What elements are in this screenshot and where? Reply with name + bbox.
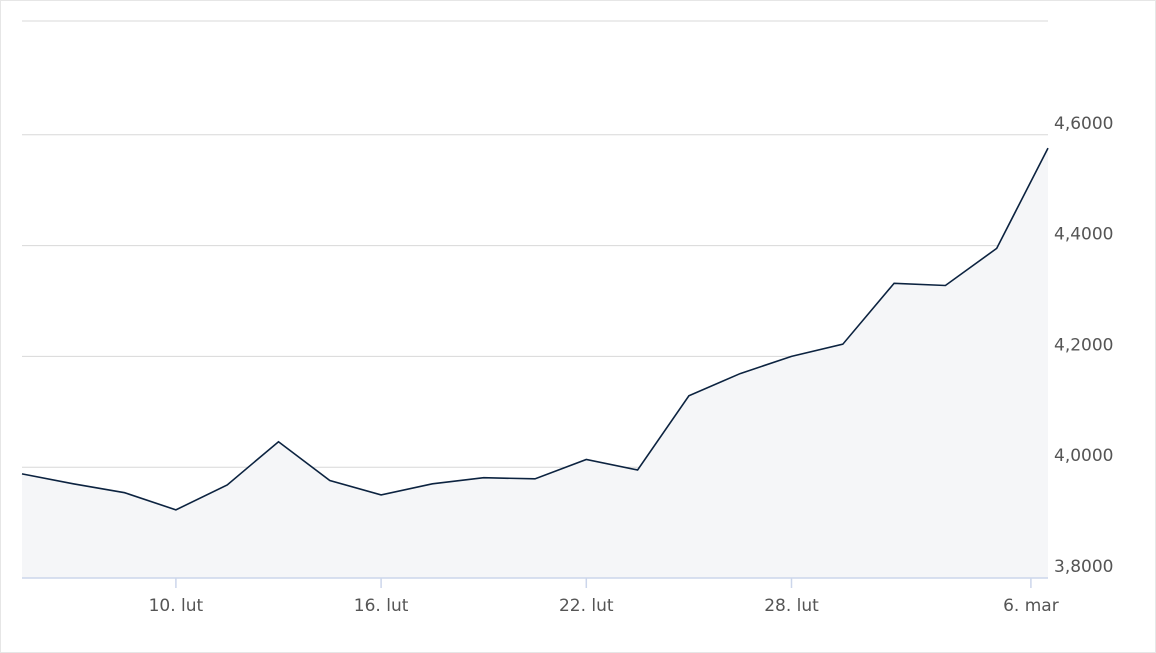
line — [21, 147, 1049, 511]
y-tick-label: 4,2000 — [1054, 335, 1113, 355]
y-tick-label: 3,8000 — [1054, 557, 1113, 577]
y-tick-label: 4,4000 — [1054, 225, 1113, 245]
x-tick-label: 28. lut — [764, 596, 819, 616]
x-tick-label: 10. lut — [149, 596, 204, 616]
y-tick-label: 4,0000 — [1054, 446, 1113, 466]
x-tick-label: 6. mar — [1003, 596, 1059, 616]
x-tick-label: 22. lut — [559, 596, 614, 616]
y-tick-label: 4,6000 — [1054, 114, 1113, 134]
x-tick-label: 16. lut — [354, 596, 409, 616]
area — [22, 148, 1048, 578]
